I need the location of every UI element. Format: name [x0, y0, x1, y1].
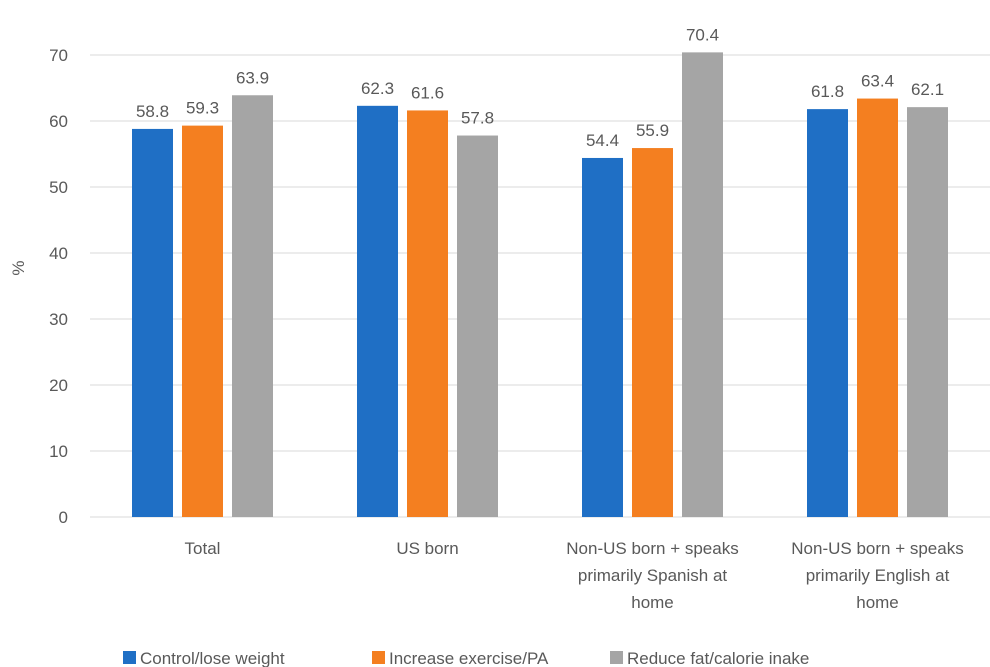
bar [857, 98, 898, 517]
data-label: 62.1 [911, 80, 944, 99]
y-tick-label: 70 [49, 46, 68, 65]
y-tick-label: 10 [49, 442, 68, 461]
data-label: 58.8 [136, 102, 169, 121]
bar [182, 125, 223, 518]
data-label: 63.4 [861, 72, 894, 91]
y-tick-label: 20 [49, 376, 68, 395]
bar [582, 157, 623, 517]
data-label: 63.9 [236, 68, 269, 87]
legend-label: Reduce fat/calorie inake [627, 649, 809, 667]
bar [807, 109, 848, 518]
legend-swatch [610, 651, 623, 664]
y-axis-ticks: 0 10 20 30 40 50 60 70 [49, 46, 68, 527]
data-label: 70.4 [686, 25, 719, 44]
legend-label: Control/lose weight [140, 649, 285, 667]
bar [232, 95, 273, 517]
y-axis-title: % [9, 260, 28, 275]
data-label: 59.3 [186, 99, 219, 118]
legend-swatch [123, 651, 136, 664]
x-category-label: Total [185, 539, 221, 558]
data-label: 55.9 [636, 121, 669, 140]
data-label: 61.8 [811, 82, 844, 101]
y-tick-label: 60 [49, 112, 68, 131]
x-category-label: primarily English at [806, 566, 950, 585]
x-category-label: Non-US born + speaks [566, 539, 738, 558]
x-category-label: primarily Spanish at [578, 566, 728, 585]
data-label: 61.6 [411, 83, 444, 102]
x-category-label: home [856, 593, 899, 612]
data-label: 57.8 [461, 109, 494, 128]
bars [132, 52, 948, 518]
data-label: 62.3 [361, 79, 394, 98]
legend-swatch [372, 651, 385, 664]
bar [357, 105, 398, 517]
gridlines [90, 54, 990, 518]
x-axis-categories: Total US born Non-US born + speaks primaril… [185, 539, 964, 612]
x-category-label: US born [396, 539, 458, 558]
x-category-label: home [631, 593, 674, 612]
bar [457, 135, 498, 517]
bar [132, 128, 173, 518]
legend: Control/lose weight Increase exercise/PA R… [123, 649, 809, 667]
legend-label: Increase exercise/PA [389, 649, 549, 667]
bar [907, 107, 948, 517]
bar [632, 148, 673, 517]
bar [682, 52, 723, 518]
y-tick-label: 30 [49, 310, 68, 329]
data-label: 54.4 [586, 131, 619, 150]
data-labels: 58.8 59.3 63.9 62.3 61.6 57.8 54.4 55.9 70.4 61.8… [136, 25, 944, 150]
bar [407, 110, 448, 517]
y-tick-label: 0 [59, 508, 68, 527]
y-tick-label: 40 [49, 244, 68, 263]
y-tick-label: 50 [49, 178, 68, 197]
x-category-label: Non-US born + speaks [791, 539, 963, 558]
